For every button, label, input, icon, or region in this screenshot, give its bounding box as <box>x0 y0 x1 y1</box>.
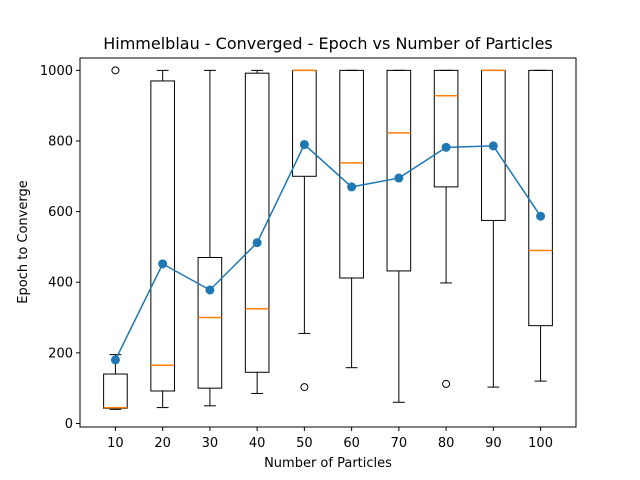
y-tick-label: 200 <box>48 346 73 361</box>
x-axis: 10 20 30 40 50 60 70 80 90 100 <box>107 427 553 451</box>
mean-line <box>114 143 542 361</box>
x-axis-label: Number of Particles <box>264 456 392 471</box>
mean-point <box>205 285 215 295</box>
mean-point <box>252 238 262 248</box>
y-tick-label: 1000 <box>40 64 73 79</box>
box-body <box>197 257 223 389</box>
box-70 <box>386 69 412 403</box>
box-90 <box>481 69 506 388</box>
box-30 <box>197 69 223 407</box>
x-tick-label: 60 <box>343 436 360 451</box>
box-80 <box>433 69 459 388</box>
box-60 <box>339 69 364 369</box>
mean-point <box>394 173 404 183</box>
outlier-point <box>442 379 451 388</box>
x-tick-label: 20 <box>154 436 171 451</box>
mean-point <box>110 355 120 365</box>
y-tick-label: 800 <box>48 134 73 149</box>
y-tick-label: 0 <box>65 417 73 432</box>
mean-point <box>536 211 546 221</box>
mean-line-series <box>110 140 546 365</box>
x-tick-label: 80 <box>438 436 455 451</box>
x-tick-label: 10 <box>107 436 124 451</box>
box-body <box>150 80 175 392</box>
mean-point <box>347 182 357 192</box>
y-axis: 0 200 400 600 800 1000 <box>40 64 80 432</box>
box-body <box>386 69 412 272</box>
x-tick-label: 40 <box>249 436 266 451</box>
x-tick-label: 100 <box>528 436 553 451</box>
mean-point <box>299 140 309 150</box>
y-tick-label: 600 <box>48 205 73 220</box>
box-100 <box>528 69 553 382</box>
mean-point <box>488 141 498 151</box>
box-50 <box>292 69 317 392</box>
box-body <box>433 69 459 188</box>
box-body <box>528 69 553 327</box>
chart-title: Himmelblau - Converged - Epoch vs Number… <box>103 34 553 53</box>
box-body <box>103 373 128 409</box>
box-body <box>339 69 364 279</box>
box-body <box>244 72 270 373</box>
x-tick-label: 70 <box>391 436 408 451</box>
box-plot-series <box>103 66 553 410</box>
x-tick-label: 90 <box>485 436 502 451</box>
mean-point <box>441 142 451 152</box>
mean-point <box>158 259 168 269</box>
outlier-point <box>300 383 309 392</box>
outlier-point <box>111 66 120 75</box>
box-20 <box>150 69 175 409</box>
y-axis-label: Epoch to Converge <box>16 180 31 303</box>
box-40 <box>244 69 270 394</box>
x-tick-label: 30 <box>202 436 219 451</box>
y-tick-label: 400 <box>48 276 73 291</box>
x-tick-label: 50 <box>296 436 313 451</box>
plot-area-frame <box>79 57 577 428</box>
